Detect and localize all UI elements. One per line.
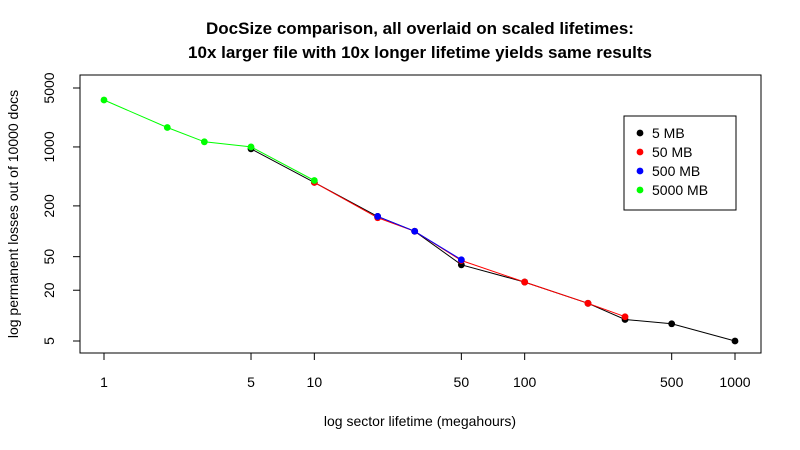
legend-marker-500-mb <box>636 167 644 175</box>
x-tick-label-5: 5 <box>247 374 255 390</box>
data-point-5000-mb-1 <box>100 96 108 104</box>
legend: 5 MB 50 MB 500 MB 5000 MB <box>623 115 737 211</box>
y-tick-label-5000: 5000 <box>41 72 57 103</box>
data-point-5-mb-500 <box>668 320 676 328</box>
x-tick-label-50: 50 <box>454 374 470 390</box>
data-point-500-mb-50 <box>457 256 465 264</box>
y-axis: 5 20 50 200 1000 5000 <box>41 72 81 345</box>
x-axis: 1 5 10 50 100 500 1000 <box>100 352 751 390</box>
data-point-50-mb-100 <box>521 278 529 286</box>
legend-marker-5000-mb <box>636 186 644 194</box>
series-line-5-mb <box>250 148 736 342</box>
data-point-5-mb-1000 <box>731 337 739 345</box>
x-tick-label-10: 10 <box>307 374 323 390</box>
legend-label-500-mb: 500 MB <box>652 163 700 179</box>
data-point-5000-mb-10 <box>310 177 318 184</box>
legend-marker-50-mb <box>636 148 644 156</box>
x-axis-label: log sector lifetime (megahours) <box>324 413 516 429</box>
legend-label-50-mb: 50 MB <box>652 144 692 160</box>
x-tick-label-100: 100 <box>513 374 537 390</box>
data-point-500-mb-20 <box>374 213 382 220</box>
data-point-5000-mb-5 <box>247 143 255 151</box>
legend-label-5-mb: 5 MB <box>652 125 685 141</box>
x-tick-label-1000: 1000 <box>719 374 750 390</box>
y-tick-label-50: 50 <box>41 249 57 265</box>
y-tick-label-5: 5 <box>41 337 57 345</box>
chart-subtitle: 10x larger file with 10x longer lifetime… <box>188 43 652 62</box>
series-layer <box>100 96 739 345</box>
legend-marker-5-mb <box>636 129 644 137</box>
x-tick-label-500: 500 <box>660 374 684 390</box>
y-tick-label-20: 20 <box>41 282 57 298</box>
data-point-5000-mb-2 <box>163 124 171 131</box>
data-point-50-mb-200 <box>584 299 592 307</box>
data-point-50-mb-300 <box>621 313 629 321</box>
legend-label-5000-mb: 5000 MB <box>652 182 708 198</box>
y-axis-label: log permanent losses out of 10000 docs <box>5 90 21 338</box>
data-point-5000-mb-3 <box>200 138 208 146</box>
series-line-5000-mb <box>103 99 315 181</box>
chart-title: DocSize comparison, all overlaid on scal… <box>206 19 634 38</box>
data-point-500-mb-30 <box>411 227 419 235</box>
x-tick-label-1: 1 <box>100 374 108 390</box>
y-tick-label-200: 200 <box>41 194 57 218</box>
series-line-50-mb <box>314 181 626 318</box>
y-tick-label-1000: 1000 <box>41 131 57 162</box>
